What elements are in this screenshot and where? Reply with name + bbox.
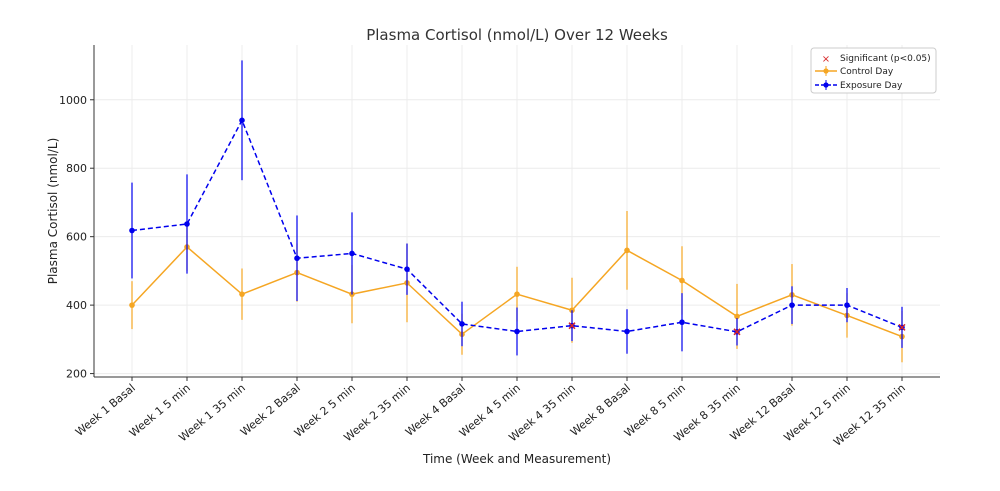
chart-title: Plasma Cortisol (nmol/L) Over 12 Weeks xyxy=(366,26,668,44)
legend-entry-significant: × Significant (p<0.05) xyxy=(822,54,931,65)
point-exposure-day xyxy=(514,328,520,335)
y-tick-label: 600 xyxy=(66,231,87,244)
point-control-day xyxy=(239,291,245,297)
y-tick-label: 800 xyxy=(66,162,87,175)
legend-entry-exposure: Exposure Day xyxy=(815,80,903,91)
point-exposure-day xyxy=(239,117,245,124)
legend-marker-exposure xyxy=(823,82,829,88)
point-control-day xyxy=(624,247,630,254)
point-exposure-day xyxy=(789,302,795,308)
legend-marker-control xyxy=(823,68,829,74)
series-layer xyxy=(129,60,906,363)
point-control-day xyxy=(129,302,135,308)
point-control-day xyxy=(734,313,740,320)
point-control-day xyxy=(679,277,685,284)
y-tick-label: 200 xyxy=(66,368,87,381)
point-exposure-day xyxy=(184,221,190,227)
significance-markers xyxy=(568,322,906,336)
legend-marker-significant: × xyxy=(822,54,830,65)
y-tick-labels: 200 400 600 800 1000 xyxy=(59,94,87,381)
point-exposure-day xyxy=(624,328,630,335)
point-control-day xyxy=(514,291,520,297)
legend: × Significant (p<0.05) Control Day Expos… xyxy=(810,47,937,94)
point-exposure-day xyxy=(129,227,135,234)
significant-marker xyxy=(898,323,906,331)
y-axis-label: Plasma Cortisol (nmol/L) xyxy=(46,138,60,285)
point-exposure-day xyxy=(459,321,465,327)
significant-marker xyxy=(568,322,576,330)
significant-marker xyxy=(733,328,741,336)
legend-label-exposure: Exposure Day xyxy=(840,81,903,91)
legend-label-control: Control Day xyxy=(840,67,894,77)
point-exposure-day xyxy=(294,255,300,262)
legend-label-significant: Significant (p<0.05) xyxy=(840,54,931,64)
y-tick-label: 400 xyxy=(66,299,87,312)
point-exposure-day xyxy=(844,302,850,308)
point-exposure-day xyxy=(349,250,355,257)
point-exposure-day xyxy=(679,319,685,326)
point-exposure-day xyxy=(404,266,410,272)
axes xyxy=(90,45,940,381)
x-axis-label: Time (Week and Measurement) xyxy=(422,452,611,466)
legend-entry-control: Control Day xyxy=(815,66,894,77)
y-tick-label: 1000 xyxy=(59,94,87,107)
legend-box xyxy=(810,47,937,94)
